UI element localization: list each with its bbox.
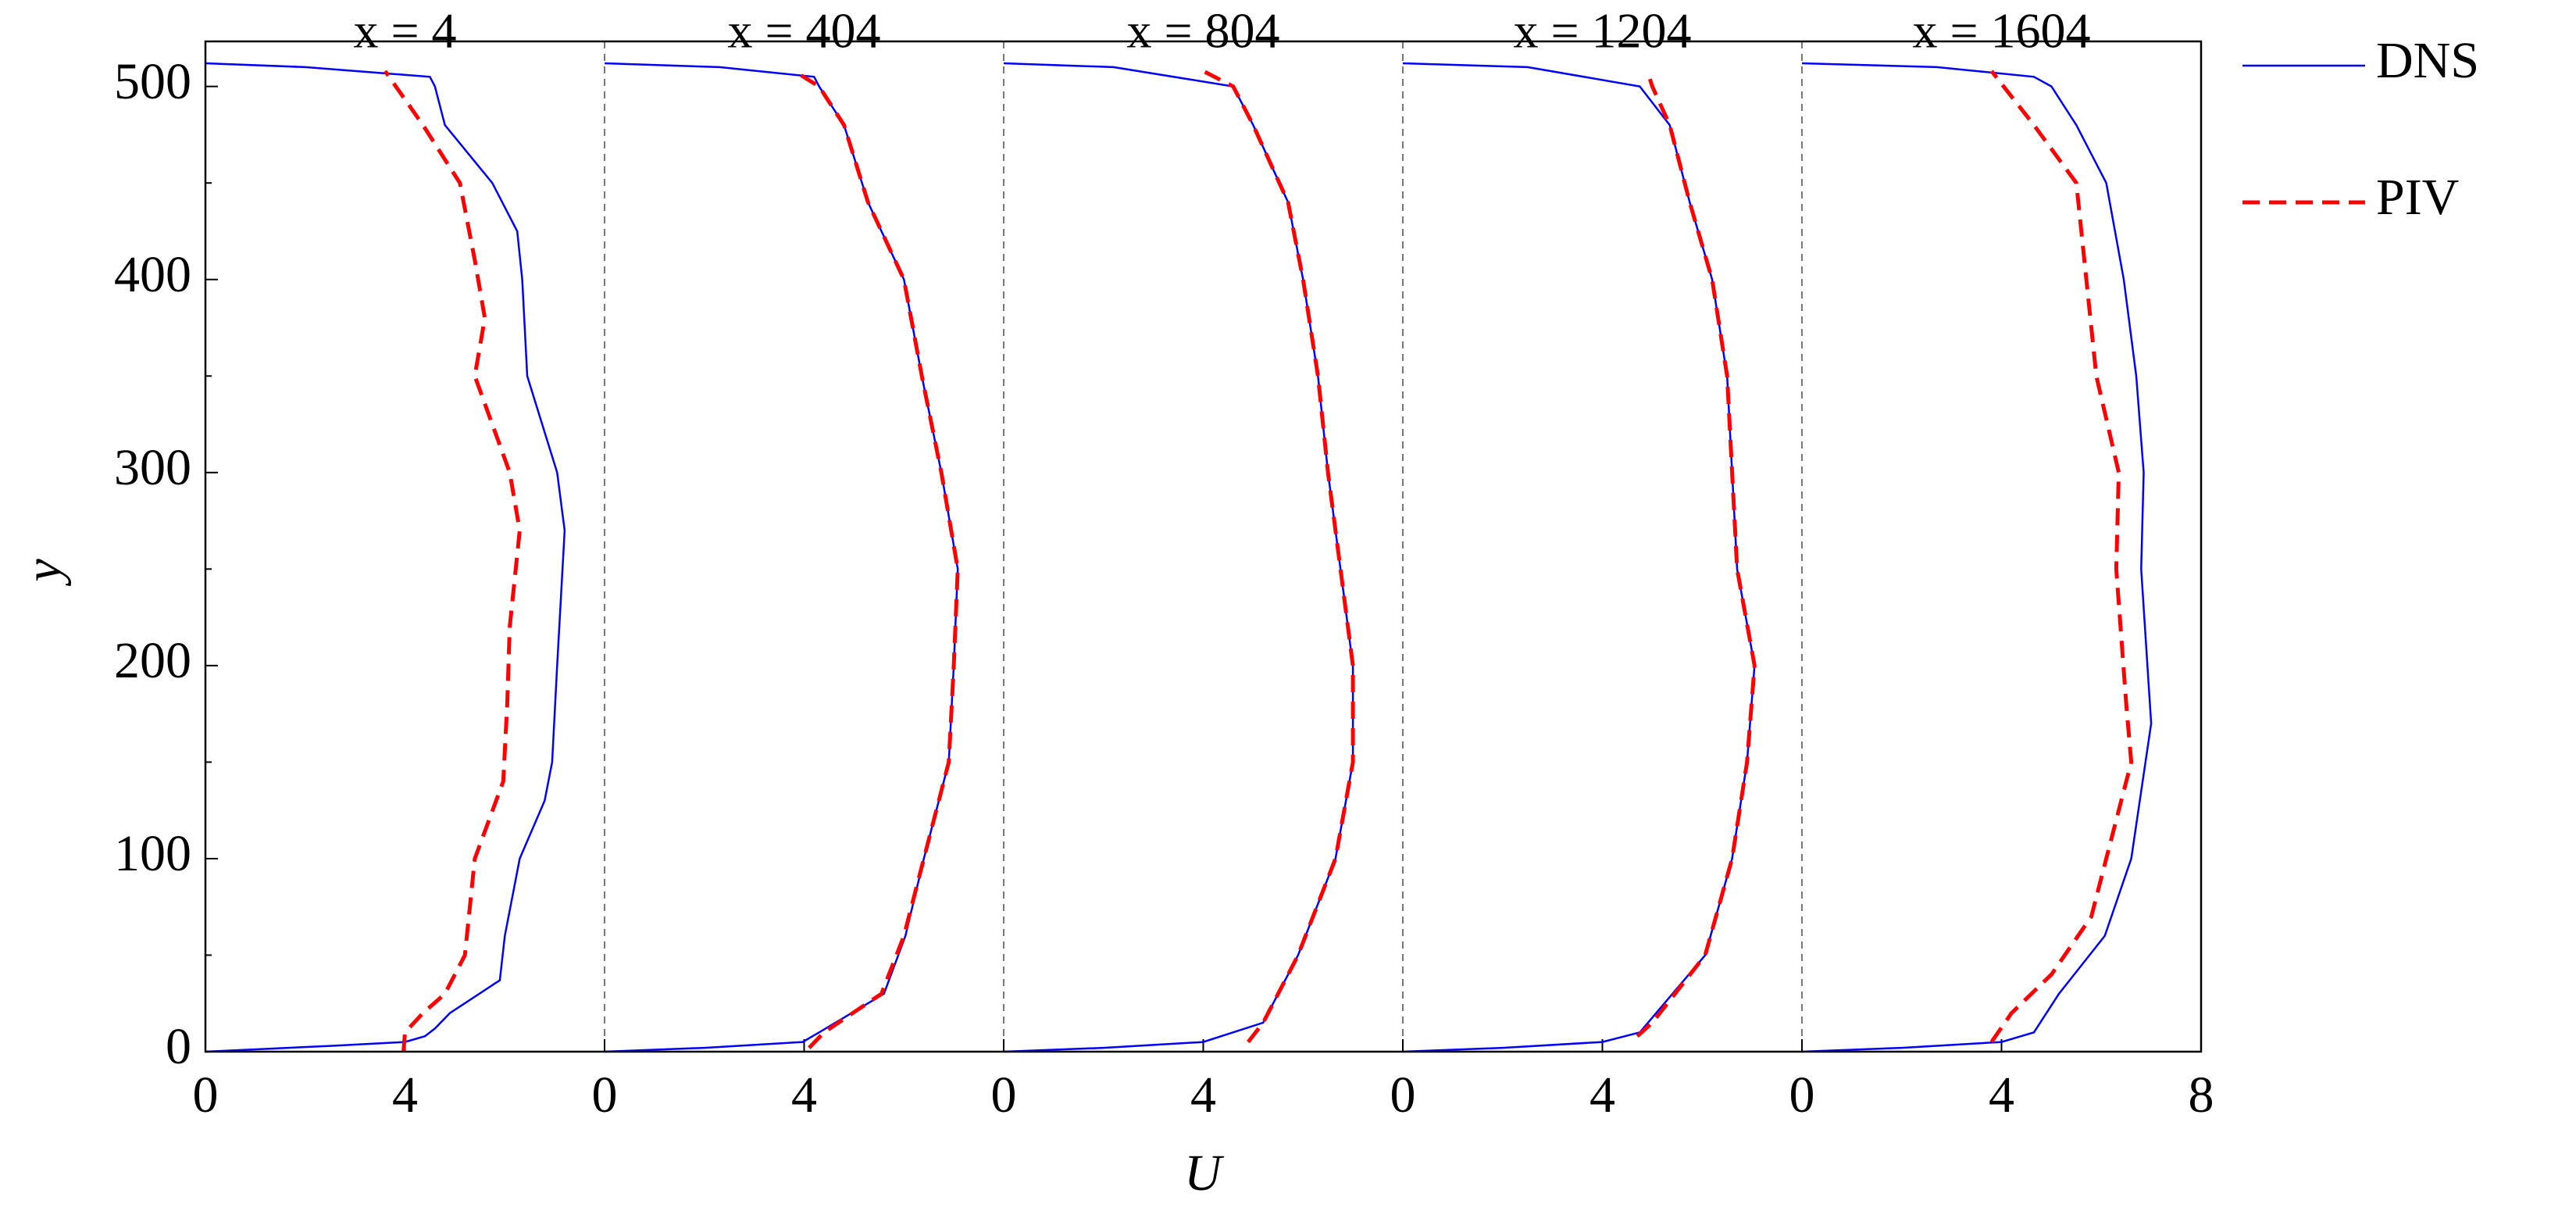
profile-line [1636,70,1757,1038]
x-tick-label: 0 [991,1067,1017,1124]
profile-line [1801,62,2153,1053]
panel-title: x = 1604 [1912,3,2090,59]
panel-title: x = 404 [727,3,880,59]
profile-line [604,62,959,1053]
panel-title: x = 4 [353,3,456,59]
y-tick-label: 300 [114,439,191,496]
profile-line [1402,62,1756,1053]
profile-line [205,62,566,1053]
profile-line [1202,69,1355,1044]
profile-line [1003,62,1354,1053]
profile-line [383,70,522,1052]
panel-title: x = 1204 [1513,3,1691,59]
y-tick-label: 100 [114,825,191,882]
x-tick-label: 0 [193,1067,219,1124]
legend-label: DNS [2376,32,2479,89]
y-axis-label: y [15,559,72,587]
x-tick-label: 0 [1789,1067,1815,1124]
legend-label: PIV [2376,169,2459,226]
x-tick-label: 4 [1989,1067,2014,1124]
profile-line [1989,70,2134,1044]
x-tick-label: 4 [1589,1067,1615,1124]
profile-line [793,69,960,1049]
y-tick-label: 0 [166,1018,191,1075]
panel-title: x = 804 [1126,3,1279,59]
y-tick-label: 200 [114,632,191,689]
x-tick-label: 4 [791,1067,817,1124]
x-tick-label: 0 [1390,1067,1416,1124]
plot-frame [204,40,2203,1053]
x-tick-label: 4 [1190,1067,1216,1124]
y-tick-label: 400 [114,246,191,303]
y-tick-label: 500 [114,53,191,110]
x-tick-label: 8 [2189,1067,2214,1124]
x-tick-label: 4 [392,1067,418,1124]
x-axis-label: U [1184,1145,1225,1202]
x-tick-label: 0 [592,1067,618,1124]
